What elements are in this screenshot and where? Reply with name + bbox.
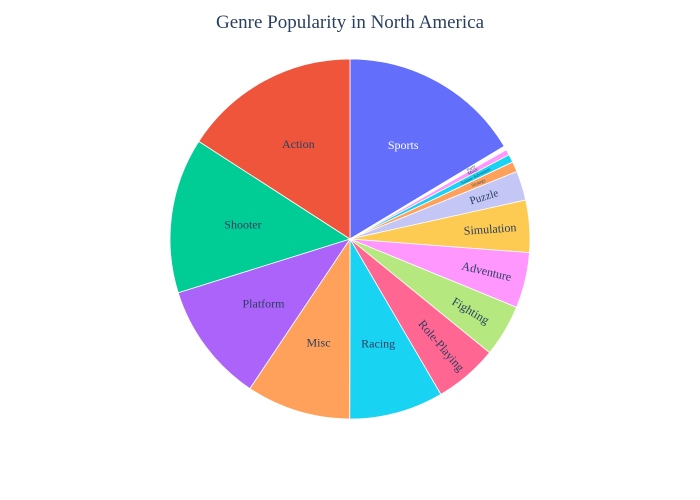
pie-label-sports: Sports bbox=[388, 138, 419, 152]
pie-label-party: Party bbox=[466, 163, 477, 172]
pie-label-simulation: Simulation bbox=[463, 220, 517, 238]
pie-label-music: Music bbox=[467, 166, 479, 176]
pie-slice-racing bbox=[349, 237, 442, 420]
pie-slice-sports bbox=[349, 58, 505, 240]
pie-slice-misc bbox=[249, 237, 351, 420]
pie-label-misc: Misc bbox=[307, 335, 331, 349]
pie-slices bbox=[169, 58, 531, 420]
pie-label-action: Action bbox=[282, 137, 315, 151]
pie-slice-shooter bbox=[169, 140, 351, 294]
chart-title: Genre Popularity in North America bbox=[215, 12, 485, 33]
pie-slice-platform bbox=[177, 238, 351, 390]
pie-label-strategy: Strategy bbox=[471, 177, 487, 188]
pie-label-racing: Racing bbox=[361, 336, 395, 350]
pie-label-platform: Platform bbox=[243, 297, 286, 311]
pie-slice-action bbox=[198, 58, 351, 240]
pie-label-shooter: Shooter bbox=[224, 217, 261, 231]
